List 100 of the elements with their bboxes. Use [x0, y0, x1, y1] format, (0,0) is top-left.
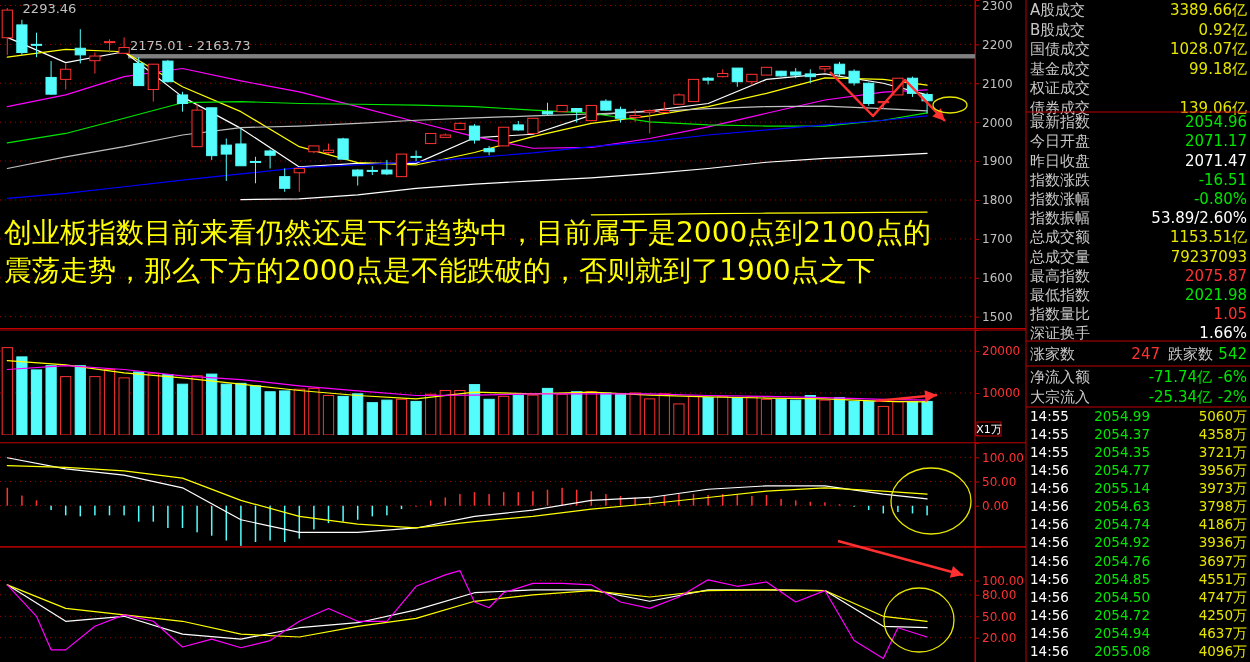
text: -25.34亿	[1148, 388, 1212, 407]
candlestick	[702, 76, 714, 85]
text: 2071.17	[1184, 132, 1247, 151]
candlestick	[468, 123, 481, 145]
candlestick	[249, 156, 262, 184]
text: B股成交	[1030, 20, 1086, 39]
text: 2075.87	[1184, 266, 1247, 285]
y-tick-label: 1900	[982, 154, 1013, 169]
text: 3697万	[1198, 552, 1247, 569]
bar	[45, 365, 57, 435]
line-series	[6, 67, 928, 149]
text: 14:55	[1030, 443, 1069, 460]
text: 2054.85	[1094, 570, 1150, 587]
text: 5060万	[1198, 407, 1247, 424]
bar	[760, 398, 773, 435]
text: 3798万	[1198, 498, 1247, 515]
text: 247	[1131, 345, 1160, 364]
bar	[147, 372, 159, 435]
bar	[74, 365, 86, 435]
text: 最高指数	[1030, 266, 1090, 285]
bar	[439, 389, 451, 435]
candlestick	[410, 150, 422, 162]
bar	[249, 385, 262, 435]
text: 99.18亿	[1189, 59, 1247, 78]
text: 2021.98	[1184, 286, 1247, 305]
y-tick-label: 20000	[982, 344, 1021, 359]
text: 1153.51亿	[1169, 228, 1247, 247]
text: 14:56	[1030, 534, 1069, 551]
bar	[410, 400, 422, 435]
text: 大宗流入	[1030, 388, 1090, 407]
line-series	[6, 105, 928, 170]
bar	[279, 390, 291, 435]
y-tick-label: 2000	[982, 115, 1013, 130]
bar	[512, 394, 524, 435]
text: 0.92亿	[1198, 20, 1247, 39]
text: 2055.14	[1094, 480, 1150, 497]
text: 总成交额	[1029, 228, 1090, 247]
text: 14:56	[1030, 498, 1069, 515]
bar	[629, 392, 641, 435]
bar	[527, 394, 539, 435]
text: 14:56	[1030, 570, 1069, 587]
band-label: 2175.01 - 2163.73	[130, 38, 251, 54]
text: 2054.99	[1094, 407, 1150, 424]
bar	[191, 375, 203, 435]
bar	[133, 371, 145, 435]
bar	[454, 389, 466, 435]
text: 2054.94	[1094, 624, 1150, 641]
text: 指数涨幅	[1029, 190, 1090, 209]
line-series	[6, 115, 928, 200]
bar	[717, 395, 729, 435]
bar	[804, 395, 816, 435]
bar	[176, 383, 189, 435]
text: 1.05	[1213, 305, 1247, 324]
text: 79237093	[1170, 247, 1247, 266]
text: 2054.77	[1094, 462, 1150, 479]
text: 2055.08	[1094, 643, 1150, 660]
bar	[162, 374, 174, 435]
bar	[673, 403, 685, 435]
text: 3721万	[1198, 443, 1247, 460]
bar	[556, 393, 568, 435]
bar	[103, 368, 116, 435]
text: 14:56	[1030, 552, 1069, 569]
y-tick-label: 80.00	[982, 588, 1017, 603]
text: 3936万	[1198, 534, 1247, 551]
candlestick	[687, 78, 700, 103]
bar	[833, 397, 846, 435]
bar	[790, 399, 802, 435]
candlestick	[74, 28, 86, 64]
text: 总成交量	[1029, 247, 1090, 266]
bar	[863, 400, 875, 435]
text: 542	[1218, 345, 1247, 364]
y-tick-label: 10000	[982, 386, 1021, 401]
bar	[468, 384, 481, 435]
text: 3973万	[1198, 480, 1247, 497]
bar	[483, 398, 495, 435]
text: 2054.37	[1094, 425, 1150, 442]
bar	[352, 393, 364, 435]
bar	[877, 405, 889, 435]
y-tick-label: 50.00	[982, 474, 1017, 489]
candlestick	[381, 159, 393, 176]
bar	[1, 347, 13, 435]
candlestick	[60, 62, 72, 90]
text: -71.74亿	[1148, 368, 1212, 387]
y-tick-label: 2300	[982, 0, 1013, 13]
text: 2054.50	[1094, 588, 1150, 605]
bar	[731, 397, 743, 435]
y-tick-label: 50.00	[982, 609, 1017, 624]
bar	[848, 400, 860, 435]
text: 14:55	[1030, 425, 1069, 442]
y-tick-label: 100.00	[982, 450, 1024, 465]
text: 最低指数	[1030, 286, 1090, 305]
text: 1.66%	[1199, 324, 1247, 343]
candlestick	[293, 167, 305, 193]
bar	[746, 396, 758, 435]
text: 14:56	[1030, 516, 1069, 533]
bar	[892, 401, 904, 435]
y-tick-label: 1600	[982, 271, 1013, 286]
bar	[658, 393, 670, 435]
text: 4551万	[1198, 570, 1247, 587]
text: 14:55	[1030, 407, 1069, 424]
